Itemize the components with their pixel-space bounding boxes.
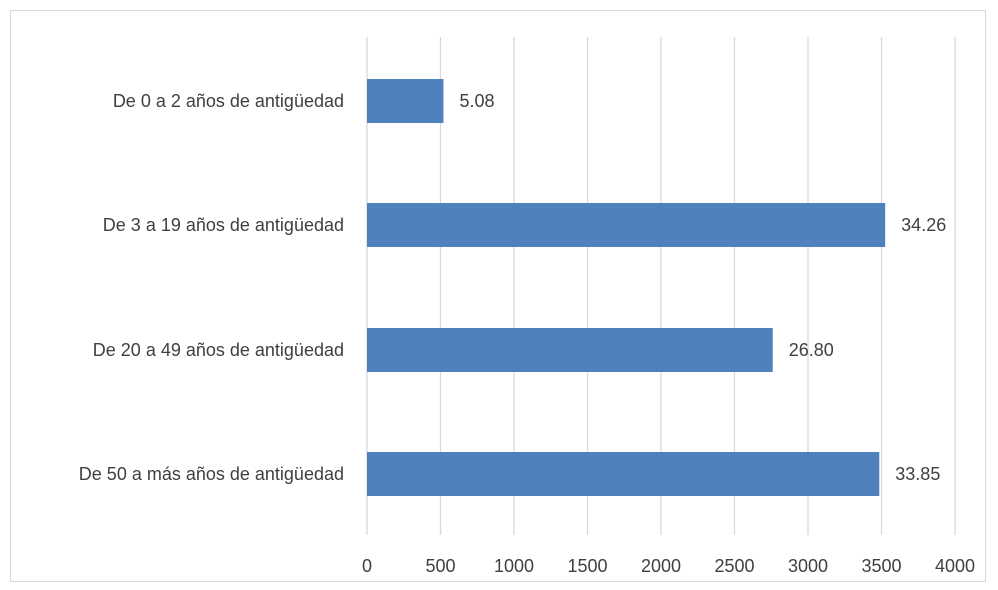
- bar-0: [367, 79, 444, 123]
- category-label-3: De 50 a más años de antigüedad: [79, 464, 344, 484]
- category-label-0: De 0 a 2 años de antigüedad: [113, 91, 344, 111]
- x-tick-label-0: 0: [362, 556, 372, 576]
- x-tick-label-2000: 2000: [641, 556, 681, 576]
- x-tick-label-1000: 1000: [494, 556, 534, 576]
- x-tick-label-3000: 3000: [788, 556, 828, 576]
- bar-2: [367, 328, 773, 372]
- data-label-2: 26.80: [789, 340, 834, 360]
- bar-3: [367, 452, 880, 496]
- bar-1: [367, 203, 886, 247]
- x-tick-label-500: 500: [425, 556, 455, 576]
- data-label-0: 5.08: [459, 91, 494, 111]
- category-label-1: De 3 a 19 años de antigüedad: [103, 215, 344, 235]
- x-tick-label-3500: 3500: [861, 556, 901, 576]
- data-label-1: 34.26: [901, 215, 946, 235]
- category-label-2: De 20 a 49 años de antigüedad: [93, 340, 344, 360]
- x-tick-label-4000: 4000: [935, 556, 975, 576]
- x-tick-label-1500: 1500: [567, 556, 607, 576]
- data-label-3: 33.85: [895, 464, 940, 484]
- x-tick-label-2500: 2500: [714, 556, 754, 576]
